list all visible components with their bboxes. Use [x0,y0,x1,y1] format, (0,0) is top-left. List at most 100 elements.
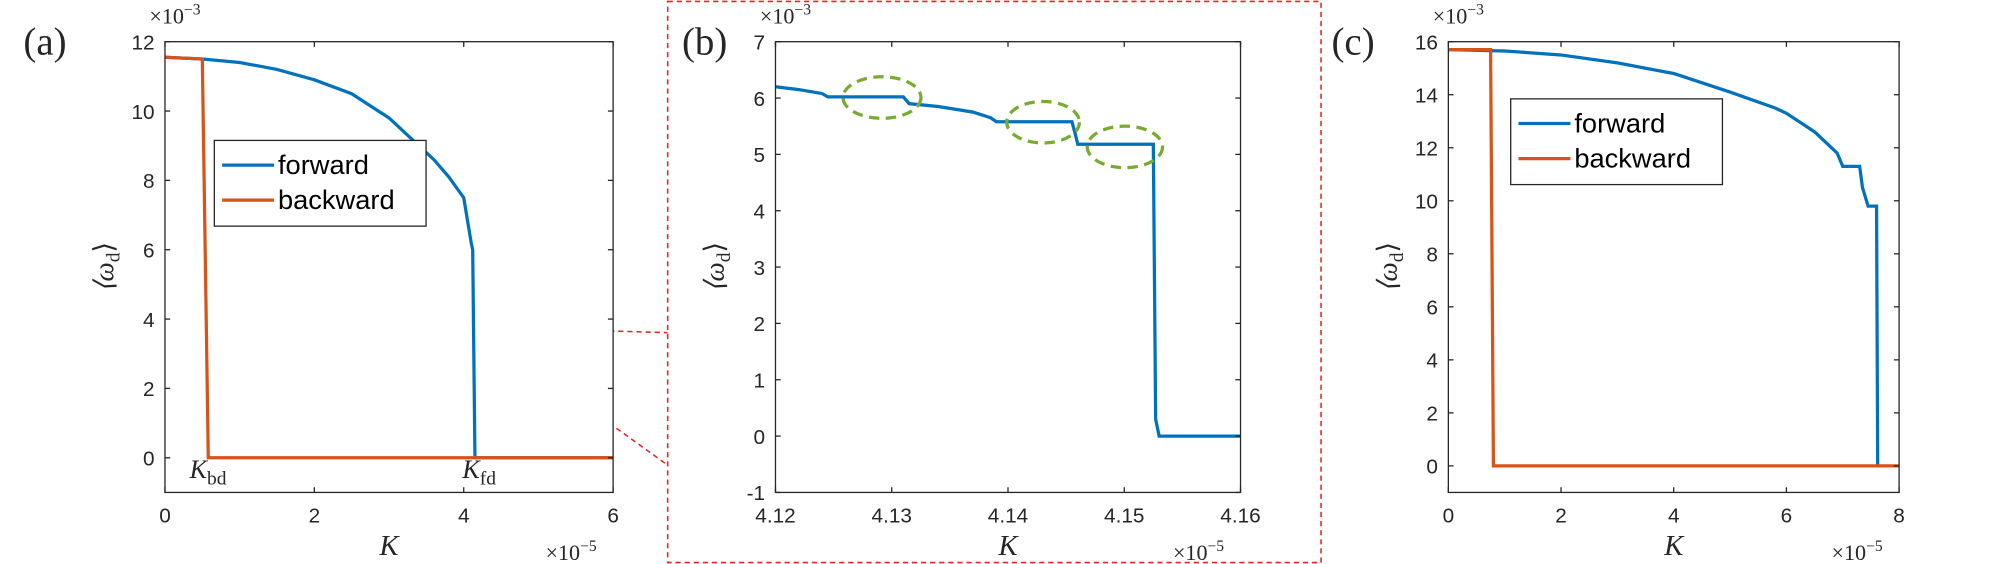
annotation-sub: bd [207,469,227,490]
legend-label: backward [1574,143,1691,174]
legend-label: forward [278,149,369,180]
panel: 0 2 4 6 80246810121416×10−3×10−5K⟨ωd⟩(c)forw… [1331,1,1904,564]
x-tick-label: 4.15 [1104,504,1144,527]
x-tick-label: 0 [1443,504,1455,527]
panel-label: (c) [1331,21,1374,64]
data-line [1448,48,1900,468]
x-tick-label: 6 [1781,504,1793,527]
multiplier-base: ×10 [546,540,581,564]
y-tick-label: 2 [143,378,155,401]
legend-box [1510,98,1724,186]
y-tick-label: 6 [143,240,155,263]
y-tick-label: 14 [1415,85,1438,108]
y-label-sub: d [104,252,125,262]
x-tick-label: 8 [1893,504,1905,527]
multiplier-exp: −3 [184,1,201,18]
y-label-main: ⟨ω [1372,262,1402,292]
x-tick-label: 4 [458,504,470,527]
annotation-main: K [189,455,209,484]
multiplier-exp: −5 [1866,538,1883,555]
data-line [164,55,614,460]
y-tick-label: 12 [1415,138,1438,161]
y-axis-label: ⟨ωd⟩ [700,242,735,292]
multiplier-base: ×10 [149,4,184,29]
plot-area [164,41,614,493]
legend-box [213,139,427,227]
y-tick-label: 1 [754,370,766,393]
y-label-sub: d [1387,252,1408,262]
y-tick-label: 4 [1426,350,1438,373]
y-tick-label: 7 [754,31,766,54]
multiplier-exp: −3 [794,1,811,18]
multiplier-exp: −5 [1208,538,1225,555]
annotation-main: K [461,455,481,484]
x-axis-label: K [1663,531,1685,562]
x-tick-label: 6 [607,504,619,527]
x-multiplier: ×10−5 [546,538,597,564]
highlight-ellipse [1005,99,1082,145]
y-multiplier: ×10−3 [760,1,811,28]
y-tick-label: 4 [143,309,155,332]
y-tick-label: 4 [754,201,766,224]
y-tick-label: 6 [754,88,766,111]
y-tick-label: 6 [1426,297,1438,320]
y-label-sub: d [714,252,735,262]
annotation: Kfd [461,455,496,489]
y-tick-label: 0 [143,448,155,471]
y-tick-label: 2 [1426,403,1438,426]
legend-label: forward [1574,108,1665,139]
y-multiplier: ×10−3 [149,1,200,28]
x-tick-label: 2 [309,504,321,527]
annotation-sub: fd [480,469,496,490]
plot-area [775,41,1241,493]
zoom-frame [666,0,1322,564]
x-axis-label: K [379,531,401,562]
y-label-end: ⟩ [700,242,730,253]
x-tick-label: 0 [159,504,171,527]
highlight-ellipse [1085,124,1165,170]
x-multiplier: ×10−5 [1173,538,1224,564]
legend-label: backward [278,184,395,215]
y-tick-label: 8 [143,170,155,193]
y-tick-label: 10 [1415,191,1438,214]
panel: 4.12 4.13 4.14 4.15 4.16-101234567×10−3×10−5… [682,1,1261,564]
y-multiplier: ×10−3 [1433,1,1484,28]
y-label-main: ⟨ω [700,262,730,292]
y-tick-label: 8 [1426,244,1438,267]
y-tick-label: 0 [1426,456,1438,479]
y-label-end: ⟩ [89,242,119,253]
x-tick-label: 2 [1555,504,1567,527]
x-tick-label: 4.16 [1220,504,1260,527]
y-tick-label: 12 [131,31,154,54]
highlight-ellipse [841,75,923,120]
y-tick-label: 0 [754,426,766,449]
multiplier-exp: −3 [1467,1,1484,18]
panel-label: (b) [682,21,727,64]
multiplier-base: ×10 [1173,540,1208,564]
y-tick-label: 16 [1415,31,1438,54]
y-tick-label: 2 [754,313,766,336]
annotation: Kbd [189,455,227,489]
y-axis-label: ⟨ωd⟩ [89,242,124,292]
x-tick-label: 4.13 [872,504,912,527]
x-tick-label: 4.12 [755,504,795,527]
y-tick-label: 3 [754,257,766,280]
multiplier-base: ×10 [1832,540,1867,564]
panel-label: (a) [23,21,66,64]
axes-frame [164,41,614,494]
x-multiplier: ×10−5 [1832,538,1883,564]
y-label-end: ⟩ [1372,242,1402,253]
panel: 0 2 4 6024681012×10−3×10−5K⟨ωd⟩(a)forwardba… [23,1,619,564]
y-tick-label: 10 [131,101,154,124]
x-tick-label: 4 [1668,504,1680,527]
data-line [1448,48,1880,466]
y-tick-label: 5 [754,144,766,167]
multiplier-exp: −5 [580,538,597,555]
y-label-main: ⟨ω [89,262,119,292]
y-tick-label: -1 [747,482,765,505]
y-axis-label: ⟨ωd⟩ [1372,242,1407,292]
x-tick-label: 4.14 [988,504,1028,527]
multiplier-base: ×10 [1433,4,1468,29]
data-line [775,85,1241,438]
